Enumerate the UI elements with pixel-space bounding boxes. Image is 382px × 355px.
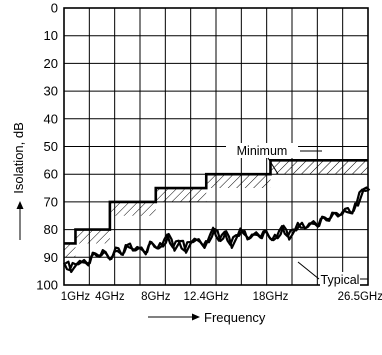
plot-frame [63,7,369,286]
y-tick-label: 50 [44,139,58,154]
annotation-typical: Typical [321,273,360,287]
x-tick-label: 8GHz [141,291,171,303]
series-line-typical [64,186,371,274]
y-tick-label: 60 [44,167,58,182]
annotation-bg [320,272,360,287]
x-axis-label: Frequency [204,310,266,325]
x-tick-label: 26.5GHz [338,291,382,303]
y-tick-label: 40 [44,111,58,126]
series-line-minimum [64,159,368,245]
annotation-bg [226,143,298,158]
leader-line [267,157,279,175]
y-tick-label: 100 [36,278,58,293]
y-tick-label: 70 [44,194,58,209]
x-tick-label: 12.4GHz [184,291,230,303]
y-axis-arrow [16,201,24,240]
x-tick-label: 1GHz [61,291,91,303]
series-layer [63,159,371,274]
x-tick-label: 4GHz [95,291,125,303]
y-tick-label: 0 [51,1,58,16]
y-tick-label: 30 [44,84,58,99]
annotation-minimum: Minimum [237,144,288,158]
x-axis-arrow [148,313,200,321]
y-axis-label: Isolation, dB [11,122,26,194]
y-tick-label: 10 [44,28,58,43]
y-tick-label: 80 [44,222,58,237]
minimum-hatch-band [64,160,368,258]
minimum-hatch-area [64,160,368,258]
y-tick-label: 90 [44,250,58,265]
x-tick-label: 18GHz [253,291,289,303]
annotations: Minimum Typical [226,143,368,287]
y-tick-label: 20 [44,56,58,71]
axes [63,7,369,286]
leader-line [297,261,320,280]
y-tick-labels: 0 10 20 30 40 50 60 70 80 90 100 [36,1,58,293]
x-tick-labels: 1GHz 4GHz 8GHz 12.4GHz 18GHz 26.5GHz [61,291,382,303]
